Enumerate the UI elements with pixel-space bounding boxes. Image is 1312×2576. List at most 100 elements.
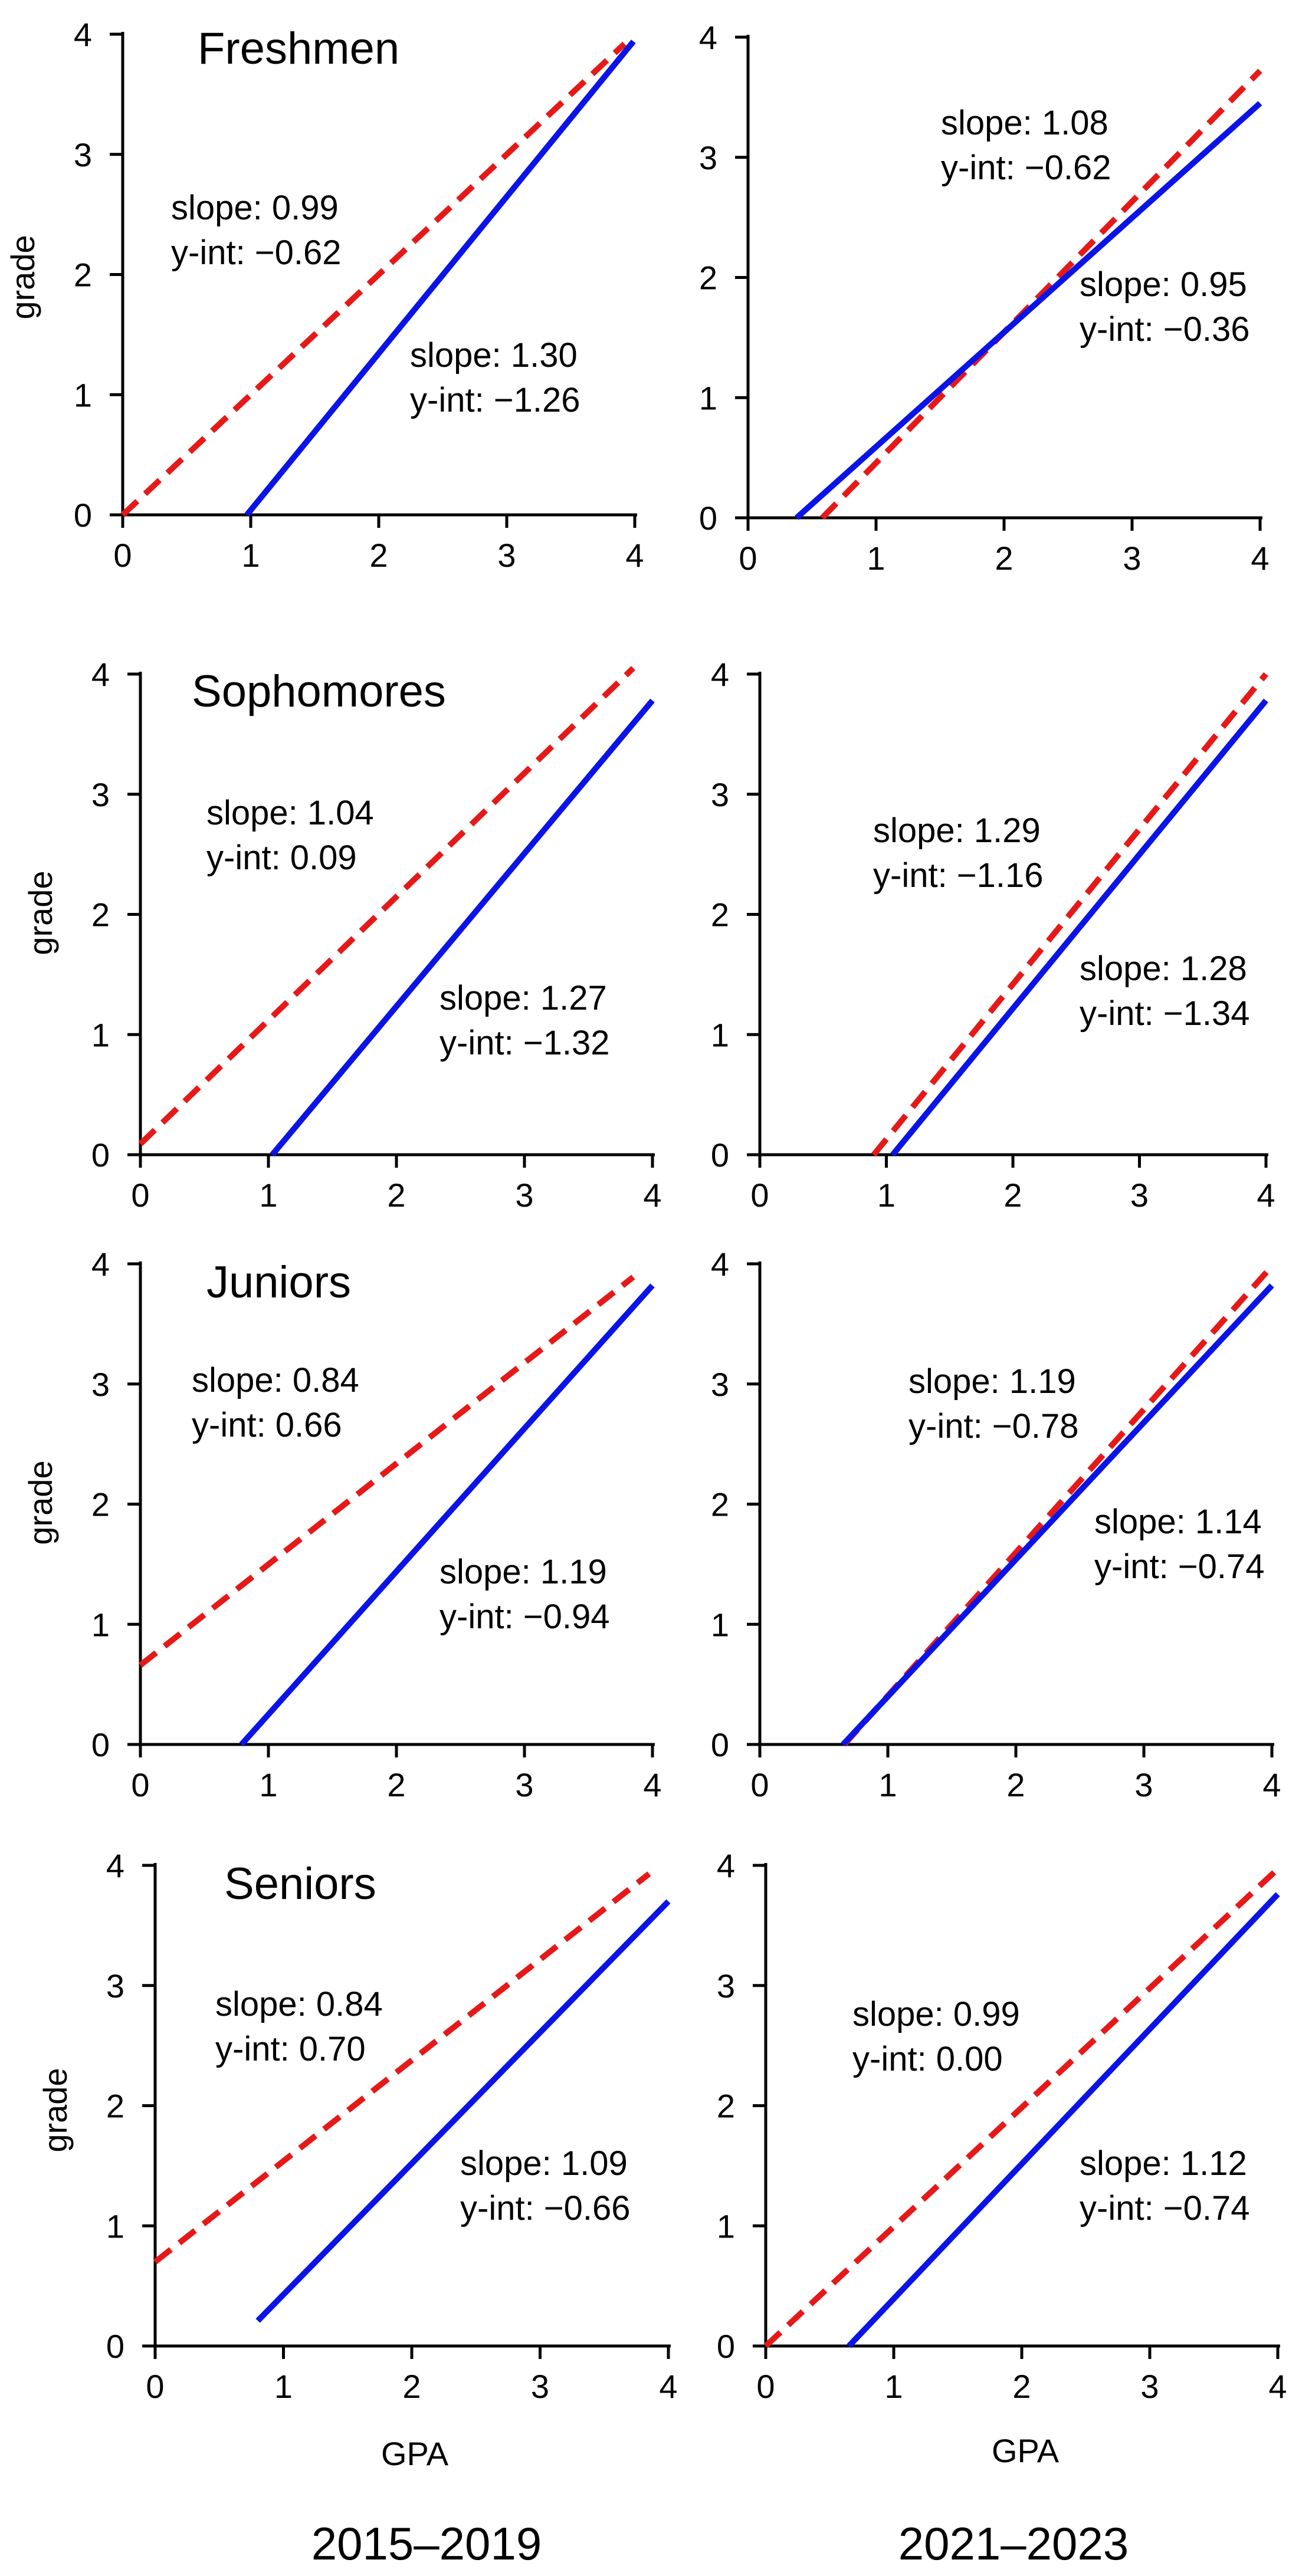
y-tick-label: 0: [717, 2328, 735, 2365]
y-intercept-annotation: y-int: −0.66: [460, 2189, 631, 2227]
y-tick-label: 4: [91, 1246, 110, 1283]
y-tick-label: 1: [106, 2207, 124, 2245]
y-tick-label: 0: [711, 1136, 729, 1174]
fit-line-dashed: [120, 41, 627, 517]
slope-annotation: slope: 1.04: [206, 794, 374, 832]
y-tick-label: 1: [699, 379, 717, 416]
y-tick-label: 1: [74, 376, 92, 413]
y-tick-label: 2: [717, 2088, 735, 2125]
panel-title: Freshmen: [198, 24, 399, 74]
x-tick-label: 4: [1268, 2368, 1287, 2405]
y-tick-label: 2: [699, 259, 717, 297]
fit-line-dashed: [871, 672, 1268, 1157]
fit-line-solid: [255, 1899, 671, 2323]
y-axis-title: grade: [4, 235, 41, 319]
fit-line-dashed: [153, 1871, 651, 2265]
y-tick-label: 4: [74, 16, 92, 53]
slope-annotation: slope: 1.14: [1094, 1503, 1262, 1541]
x-tick-label: 4: [1251, 540, 1269, 577]
x-tick-label: 0: [750, 1177, 769, 1214]
y-tick-label: 3: [74, 136, 92, 173]
fit-line-dashed: [763, 1867, 1280, 2348]
fit-line-solid: [270, 698, 655, 1157]
x-tick-label: 4: [643, 1766, 661, 1803]
x-axis-title: GPA: [992, 2432, 1060, 2469]
x-tick-label: 0: [739, 540, 757, 577]
x-tick-label: 2: [1012, 2368, 1031, 2405]
fit-line-dashed: [138, 666, 635, 1146]
y-tick-label: 4: [711, 1246, 729, 1283]
y-tick-label: 2: [91, 1486, 110, 1523]
y-intercept-annotation: y-int: −1.26: [410, 381, 580, 419]
x-tick-label: 0: [756, 2368, 775, 2405]
y-tick-label: 4: [91, 656, 110, 693]
y-intercept-annotation: y-int: 0.09: [206, 839, 357, 877]
y-intercept-annotation: y-int: −0.78: [908, 1407, 1079, 1445]
fit-line-solid: [795, 101, 1262, 520]
y-intercept-annotation: y-int: −1.16: [873, 856, 1044, 895]
column-label: 2021–2023: [898, 2518, 1129, 2570]
y-intercept-annotation: y-int: −0.74: [1080, 2189, 1250, 2227]
panel-title: Seniors: [224, 1859, 376, 1909]
x-tick-label: 2: [402, 2368, 421, 2405]
fit-line-solid: [841, 1283, 1274, 1747]
y-tick-label: 0: [711, 1726, 729, 1763]
y-intercept-annotation: y-int: −1.32: [439, 1024, 610, 1062]
slope-annotation: slope: 1.19: [439, 1553, 607, 1591]
fit-line-solid: [239, 1283, 655, 1747]
y-tick-label: 4: [106, 1847, 124, 1884]
x-tick-label: 4: [659, 2368, 677, 2405]
y-tick-label: 1: [91, 1606, 110, 1643]
x-tick-label: 2: [1003, 1177, 1022, 1214]
slope-annotation: slope: 1.09: [460, 2144, 628, 2183]
x-tick-label: 3: [531, 2368, 549, 2405]
x-tick-label: 4: [1257, 1177, 1275, 1214]
y-tick-label: 0: [699, 500, 717, 537]
slope-annotation: slope: 1.29: [873, 811, 1041, 850]
slope-annotation: slope: 0.95: [1080, 265, 1247, 304]
y-tick-label: 4: [699, 19, 717, 56]
y-tick-label: 2: [91, 896, 110, 934]
x-tick-label: 1: [274, 2368, 293, 2405]
slope-annotation: slope: 0.99: [171, 189, 339, 227]
x-tick-label: 0: [750, 1766, 769, 1803]
y-tick-label: 3: [106, 1967, 124, 2005]
x-tick-label: 0: [146, 2368, 164, 2405]
x-tick-label: 4: [1262, 1766, 1281, 1803]
x-tick-label: 2: [1006, 1766, 1025, 1803]
y-tick-label: 1: [91, 1016, 110, 1053]
y-tick-label: 1: [711, 1606, 729, 1643]
x-tick-label: 2: [387, 1766, 405, 1803]
y-intercept-annotation: y-int: −0.74: [1094, 1547, 1265, 1586]
x-tick-label: 3: [1130, 1177, 1149, 1214]
x-tick-label: 2: [387, 1177, 405, 1214]
x-tick-label: 4: [625, 537, 644, 574]
y-tick-label: 2: [106, 2088, 124, 2125]
fit-line-solid: [244, 40, 636, 517]
y-intercept-annotation: y-int: −0.62: [171, 234, 342, 272]
x-tick-label: 1: [878, 1766, 897, 1803]
y-tick-label: 4: [711, 656, 729, 693]
fit-line-dashed: [138, 1274, 635, 1668]
slope-annotation: slope: 0.84: [215, 1985, 383, 2023]
x-tick-label: 0: [113, 537, 132, 574]
x-tick-label: 1: [241, 537, 260, 574]
x-tick-label: 3: [515, 1177, 533, 1214]
y-tick-label: 0: [106, 2328, 124, 2365]
y-tick-label: 3: [711, 776, 729, 813]
y-tick-label: 2: [74, 257, 92, 294]
y-axis-title: grade: [22, 870, 59, 955]
slope-annotation: slope: 0.84: [192, 1361, 359, 1399]
panel-title: Juniors: [206, 1257, 351, 1307]
x-tick-label: 3: [515, 1766, 533, 1803]
x-tick-label: 1: [884, 2368, 903, 2405]
x-tick-label: 4: [643, 1177, 661, 1214]
fit-line-dashed: [820, 68, 1262, 520]
slope-annotation: slope: 1.08: [941, 104, 1108, 142]
y-intercept-annotation: y-int: −1.34: [1080, 994, 1250, 1033]
x-tick-label: 3: [1123, 540, 1141, 577]
y-tick-label: 4: [717, 1847, 735, 1884]
slope-annotation: slope: 1.19: [908, 1362, 1076, 1401]
slope-annotation: slope: 1.30: [410, 336, 578, 374]
